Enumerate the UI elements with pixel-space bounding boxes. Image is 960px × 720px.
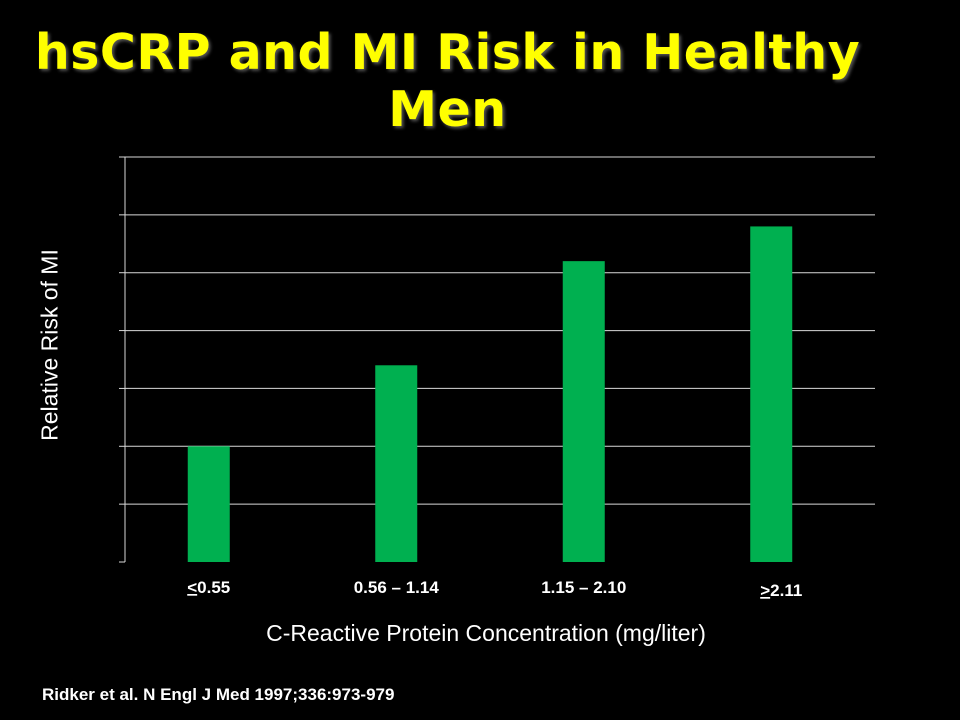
bar-1 [187,446,230,562]
bar-2 [375,365,418,562]
y-axis-label: Relative Risk of MI [36,249,63,441]
x-tick-label: 0.56 – 1.14 [354,578,440,597]
slide-title: hsCRP and MI Risk in Healthy Men [34,24,861,138]
bar-4 [750,226,793,562]
x-tick-label: >2.11 [760,581,802,600]
x-axis-label: C-Reactive Protein Concentration (mg/lit… [266,620,706,646]
x-tick-label: 1.15 – 2.10 [541,578,626,597]
x-tick-label: <0.55 [187,578,230,597]
citation: Ridker et al. N Engl J Med 1997;336:973-… [42,685,395,704]
bar-3 [562,261,605,562]
